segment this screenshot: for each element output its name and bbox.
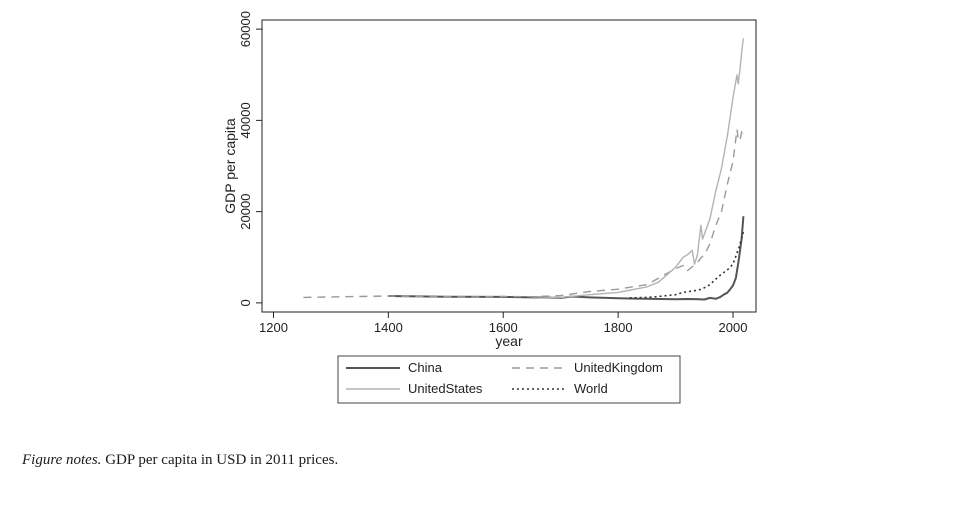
series-line-unitedstates [531,38,745,299]
plot-frame [261,19,757,313]
legend-label-china: China [408,360,443,375]
legend: China UnitedKingdom UnitedStates World [337,355,681,404]
series-line-unitedkingdom [303,128,745,299]
y-tick-label: 20000 [238,194,253,230]
x-axis: 1200 1400 1600 1800 2000 [259,312,747,335]
figure-notes-label: Figure notes. [22,452,102,468]
y-axis: 0 20000 40000 60000 [238,11,262,306]
x-axis-title: year [495,333,523,349]
legend-label-unitedstates: UnitedStates [408,381,483,396]
legend-box [337,355,681,404]
legend-label-unitedkingdom: UnitedKingdom [574,360,663,375]
y-tick-label: 0 [238,299,253,306]
y-axis-title: GDP per capita [222,118,238,214]
gdp-chart: 0 20000 40000 60000 1200 1400 1600 1800 2000 ye… [222,11,757,404]
figure-notes: Figure notes. GDP per capita in USD in 2… [22,452,338,469]
x-tick-label: 1200 [259,320,288,335]
series-line-world [629,231,745,299]
x-tick-label: 1400 [374,320,403,335]
x-tick-label: 2000 [719,320,748,335]
y-tick-label: 60000 [238,11,253,47]
figure-notes-text: GDP per capita in USD in 2011 prices. [101,452,339,468]
x-tick-label: 1800 [604,320,633,335]
y-tick-label: 40000 [238,102,253,138]
series-layer [303,38,745,301]
legend-label-world: World [574,381,608,396]
x-tick-label: 1600 [489,320,518,335]
